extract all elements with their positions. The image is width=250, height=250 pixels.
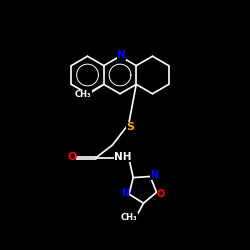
Text: S: S — [126, 122, 134, 132]
Text: N: N — [117, 50, 126, 60]
Text: N: N — [121, 188, 129, 198]
Text: O: O — [67, 152, 76, 162]
Text: NH: NH — [114, 152, 132, 162]
Text: CH₃: CH₃ — [121, 213, 138, 222]
Text: N: N — [150, 170, 158, 180]
Text: CH₃: CH₃ — [75, 90, 92, 99]
Text: O: O — [157, 188, 165, 198]
